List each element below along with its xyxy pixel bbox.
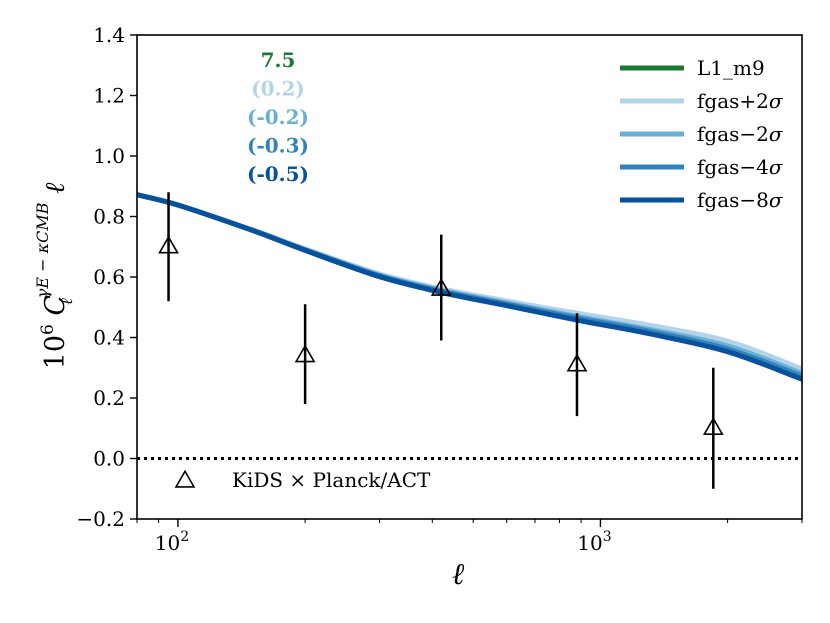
data-points-legend-marker: [174, 469, 196, 488]
y-axis-label: 106 Cℓ γE − κCMB ℓ: [33, 182, 76, 369]
data-points-legend: KiDS × Planck/ACT: [174, 468, 431, 492]
y-tick-label: 1.0: [93, 144, 125, 168]
x-tick-label: 103: [577, 529, 611, 555]
y-label-sup: γE − κCMB: [33, 202, 52, 298]
legend-label-sigma: σ: [769, 188, 784, 212]
legend-label-text: fgas+2: [697, 89, 769, 113]
x-tick-labels: 102 103: [155, 529, 612, 555]
x-tick-exp: 2: [180, 529, 189, 545]
y-label-prefix: 10: [40, 335, 71, 369]
y-label-c: C: [40, 295, 71, 316]
x-tick-label: 102: [155, 529, 189, 555]
legend-label-text: fgas−8: [697, 188, 769, 212]
y-tick-label: 0.2: [93, 386, 125, 410]
y-tick-label: 0.8: [93, 205, 125, 229]
chi2-annotations: 7.5 (0.2) (-0.2) (-0.3) (-0.5): [247, 48, 309, 186]
y-tick-label: 1.2: [93, 84, 125, 108]
legend-label: fgas−8σ: [697, 188, 784, 212]
data-point-triangle: [702, 416, 724, 435]
ticks-layer: [130, 34, 803, 527]
legend-label-text: fgas−4: [697, 155, 769, 179]
legend-label-sigma: σ: [769, 89, 784, 113]
y-tick-label: 0.4: [93, 326, 125, 350]
data-points-layer: [158, 192, 724, 489]
chi2-annotation: 7.5: [261, 48, 296, 72]
legend-label-text: fgas−2: [697, 122, 769, 146]
data-point-triangle: [566, 353, 588, 372]
x-tick-base: 10: [577, 531, 602, 555]
legend-label-sigma: σ: [769, 122, 784, 146]
y-label-sub: ℓ: [57, 298, 76, 305]
x-tick-exp: 3: [603, 529, 612, 545]
chi2-annotation: (0.2): [251, 77, 305, 101]
legend-label-text: L1_m9: [697, 56, 765, 80]
y-label-suffix: ℓ: [40, 182, 71, 194]
series-layer: [137, 192, 802, 382]
y-label-exp: 6: [38, 324, 58, 335]
chi2-annotation: (-0.2): [247, 105, 309, 129]
legend-label: fgas−4σ: [697, 155, 784, 179]
y-tick-labels: −0.2 0.0 0.2 0.4 0.6 0.8 1.0 1.2 1.4: [76, 23, 125, 531]
y-tick-label: 0.0: [93, 447, 125, 471]
data-point-triangle: [430, 277, 452, 296]
y-tick-label: 0.6: [93, 265, 125, 289]
y-tick-label: −0.2: [76, 507, 125, 531]
x-tick-base: 10: [155, 531, 180, 555]
x-axis-label: ℓ: [452, 557, 465, 592]
legend-label-sigma: σ: [769, 155, 784, 179]
legend-label: fgas+2σ: [697, 89, 784, 113]
series-line-fgas−8: [137, 192, 802, 382]
legend-label: fgas−2σ: [697, 122, 784, 146]
data-points-legend-label: KiDS × Planck/ACT: [232, 468, 431, 492]
legend-label: L1_m9: [697, 56, 765, 80]
y-tick-label: 1.4: [93, 23, 125, 47]
data-point-triangle: [294, 344, 316, 363]
chi2-annotation: (-0.3): [247, 134, 309, 158]
chi2-annotation: (-0.5): [247, 162, 309, 186]
data-point-triangle: [158, 235, 179, 254]
